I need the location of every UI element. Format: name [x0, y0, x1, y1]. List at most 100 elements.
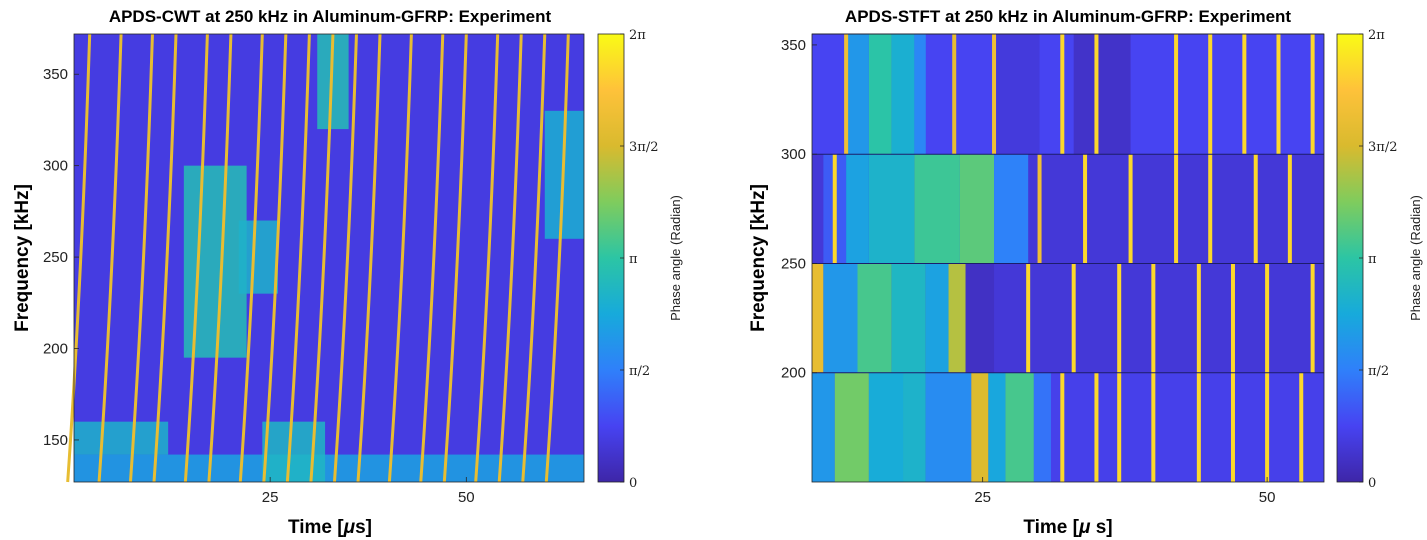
- stft-segment: [1073, 34, 1131, 155]
- phase-wrap-line: [262, 33, 288, 483]
- phase-wrap-line: [66, 33, 92, 483]
- cwt-chart-title: APDS-CWT at 250 kHz in Aluminum-GFRP: Ex…: [109, 7, 552, 26]
- phase-wrap-line: [1083, 154, 1088, 264]
- stft-segment: [971, 372, 989, 482]
- heatmap-patch: [74, 454, 584, 482]
- cwt-y-ticks: 150 200 250 300 350: [43, 66, 79, 449]
- phase-wrap-line: [152, 33, 178, 483]
- phase-wrap-line: [474, 33, 500, 483]
- stft-segment: [988, 372, 1006, 482]
- y-tick-label: 350: [43, 66, 68, 83]
- y-tick-label: 150: [43, 432, 68, 449]
- stft-plot-area: [812, 33, 1324, 482]
- phase-wrap-line: [1253, 154, 1258, 264]
- x-tick-label: 25: [262, 489, 279, 506]
- y-tick-label: 250: [43, 249, 68, 266]
- colorbar-gradient: [597, 33, 625, 483]
- x-tick-label: 50: [1259, 489, 1276, 506]
- stft-segment: [994, 154, 1029, 264]
- stft-segment: [1005, 372, 1034, 482]
- stft-segment: [1033, 372, 1051, 482]
- stft-segment: [948, 263, 966, 373]
- phase-wrap-line: [183, 33, 209, 483]
- phase-wrap-line: [238, 33, 264, 483]
- phase-wrap-line: [521, 33, 547, 483]
- y-tick-label: 350: [781, 37, 806, 54]
- phase-wrap-line: [1265, 263, 1270, 373]
- phase-wrap-line: [332, 33, 358, 483]
- phase-wrap-line: [497, 33, 523, 483]
- phase-wrap-line: [1196, 263, 1201, 373]
- phase-wrap-line: [1151, 263, 1156, 373]
- phase-wrap-line: [1230, 372, 1235, 482]
- stft-chart: APDS-STFT at 250 kHz in Aluminum-GFRP: E…: [748, 7, 1423, 538]
- stft-colorbar: 0 π/2 π 3π/2 2π: [1336, 28, 1397, 491]
- stft-segment: [914, 154, 960, 264]
- phase-wrap-line: [1310, 34, 1315, 155]
- cwt-colorbar: 0 π/2 π 3π/2 2π: [597, 28, 658, 491]
- phase-wrap-line: [1117, 372, 1122, 482]
- phase-wrap-line: [1117, 263, 1122, 373]
- phase-wrap-line: [1026, 263, 1031, 373]
- phase-wrap-line: [356, 33, 382, 483]
- phase-wrap-line: [1174, 154, 1179, 264]
- stft-x-axis-label: Time [μ s]: [1023, 517, 1112, 538]
- y-tick-label: 200: [781, 365, 806, 382]
- colorbar-tick-label: 2π: [1368, 28, 1385, 43]
- colorbar-tick-label: π/2: [629, 364, 650, 379]
- phase-wrap-line: [1094, 34, 1099, 155]
- phase-wrap-line: [1037, 154, 1042, 264]
- phase-wrap-line: [442, 33, 468, 483]
- cwt-plot-area: [66, 33, 584, 483]
- stft-y-ticks: 200 250 300 350: [781, 37, 817, 382]
- stft-segment: [834, 372, 869, 482]
- heatmap-patch: [238, 220, 278, 294]
- stft-segment: [812, 154, 824, 264]
- cwt-x-axis-label: Time [μs]: [288, 517, 372, 538]
- x-tick-label: 50: [458, 489, 475, 506]
- phase-wrap-line: [992, 34, 997, 155]
- stft-segment: [891, 34, 915, 155]
- stft-segment: [925, 372, 972, 482]
- stft-plot-frame: [811, 33, 1325, 483]
- stft-segment: [965, 263, 995, 373]
- phase-wrap-line: [309, 33, 335, 483]
- stft-segment: [857, 263, 892, 373]
- heatmap-patch: [74, 421, 169, 455]
- phase-wrap-line: [1299, 372, 1304, 482]
- stft-segment: [868, 372, 904, 482]
- colorbar-gradient: [1336, 33, 1364, 483]
- phase-wrap-line: [952, 34, 957, 155]
- phase-wrap-line: [844, 34, 849, 155]
- cwt-x-ticks: 25 50: [262, 477, 475, 506]
- colorbar-tick-label: π: [1368, 252, 1377, 267]
- phase-wrap-line: [1060, 372, 1065, 482]
- heatmap-patch: [183, 165, 247, 358]
- phase-wrap-line: [1310, 263, 1315, 373]
- x-tick-label: 25: [974, 489, 991, 506]
- phase-wrap-line: [1242, 34, 1247, 155]
- cwt-plot-frame: [73, 33, 585, 483]
- stft-segment: [868, 34, 892, 155]
- stft-segment: [903, 372, 926, 482]
- stft-segment: [823, 263, 858, 373]
- phase-wrap-line: [285, 33, 311, 483]
- stft-segment: [812, 263, 824, 373]
- colorbar-tick-label: 2π: [629, 28, 646, 43]
- phase-wrap-line: [1276, 34, 1281, 155]
- phase-wrap-line: [1230, 263, 1235, 373]
- colorbar-tick-label: 3π/2: [1368, 140, 1397, 155]
- phase-wrap-line: [387, 33, 413, 483]
- phase-wrap-line: [97, 33, 123, 483]
- y-tick-label: 200: [43, 341, 68, 358]
- phase-wrap-line: [1071, 263, 1076, 373]
- phase-wrap-line: [1208, 34, 1213, 155]
- phase-wrap-line: [544, 33, 570, 483]
- stft-y-axis-label: Frequency [kHz]: [748, 184, 769, 332]
- phase-wrap-line: [419, 33, 445, 483]
- cwt-y-axis-label: Frequency [kHz]: [12, 184, 33, 332]
- phase-wrap-line: [1196, 372, 1201, 482]
- cwt-chart: APDS-CWT at 250 kHz in Aluminum-GFRP: Ex…: [12, 7, 683, 538]
- stft-segment: [994, 34, 1040, 155]
